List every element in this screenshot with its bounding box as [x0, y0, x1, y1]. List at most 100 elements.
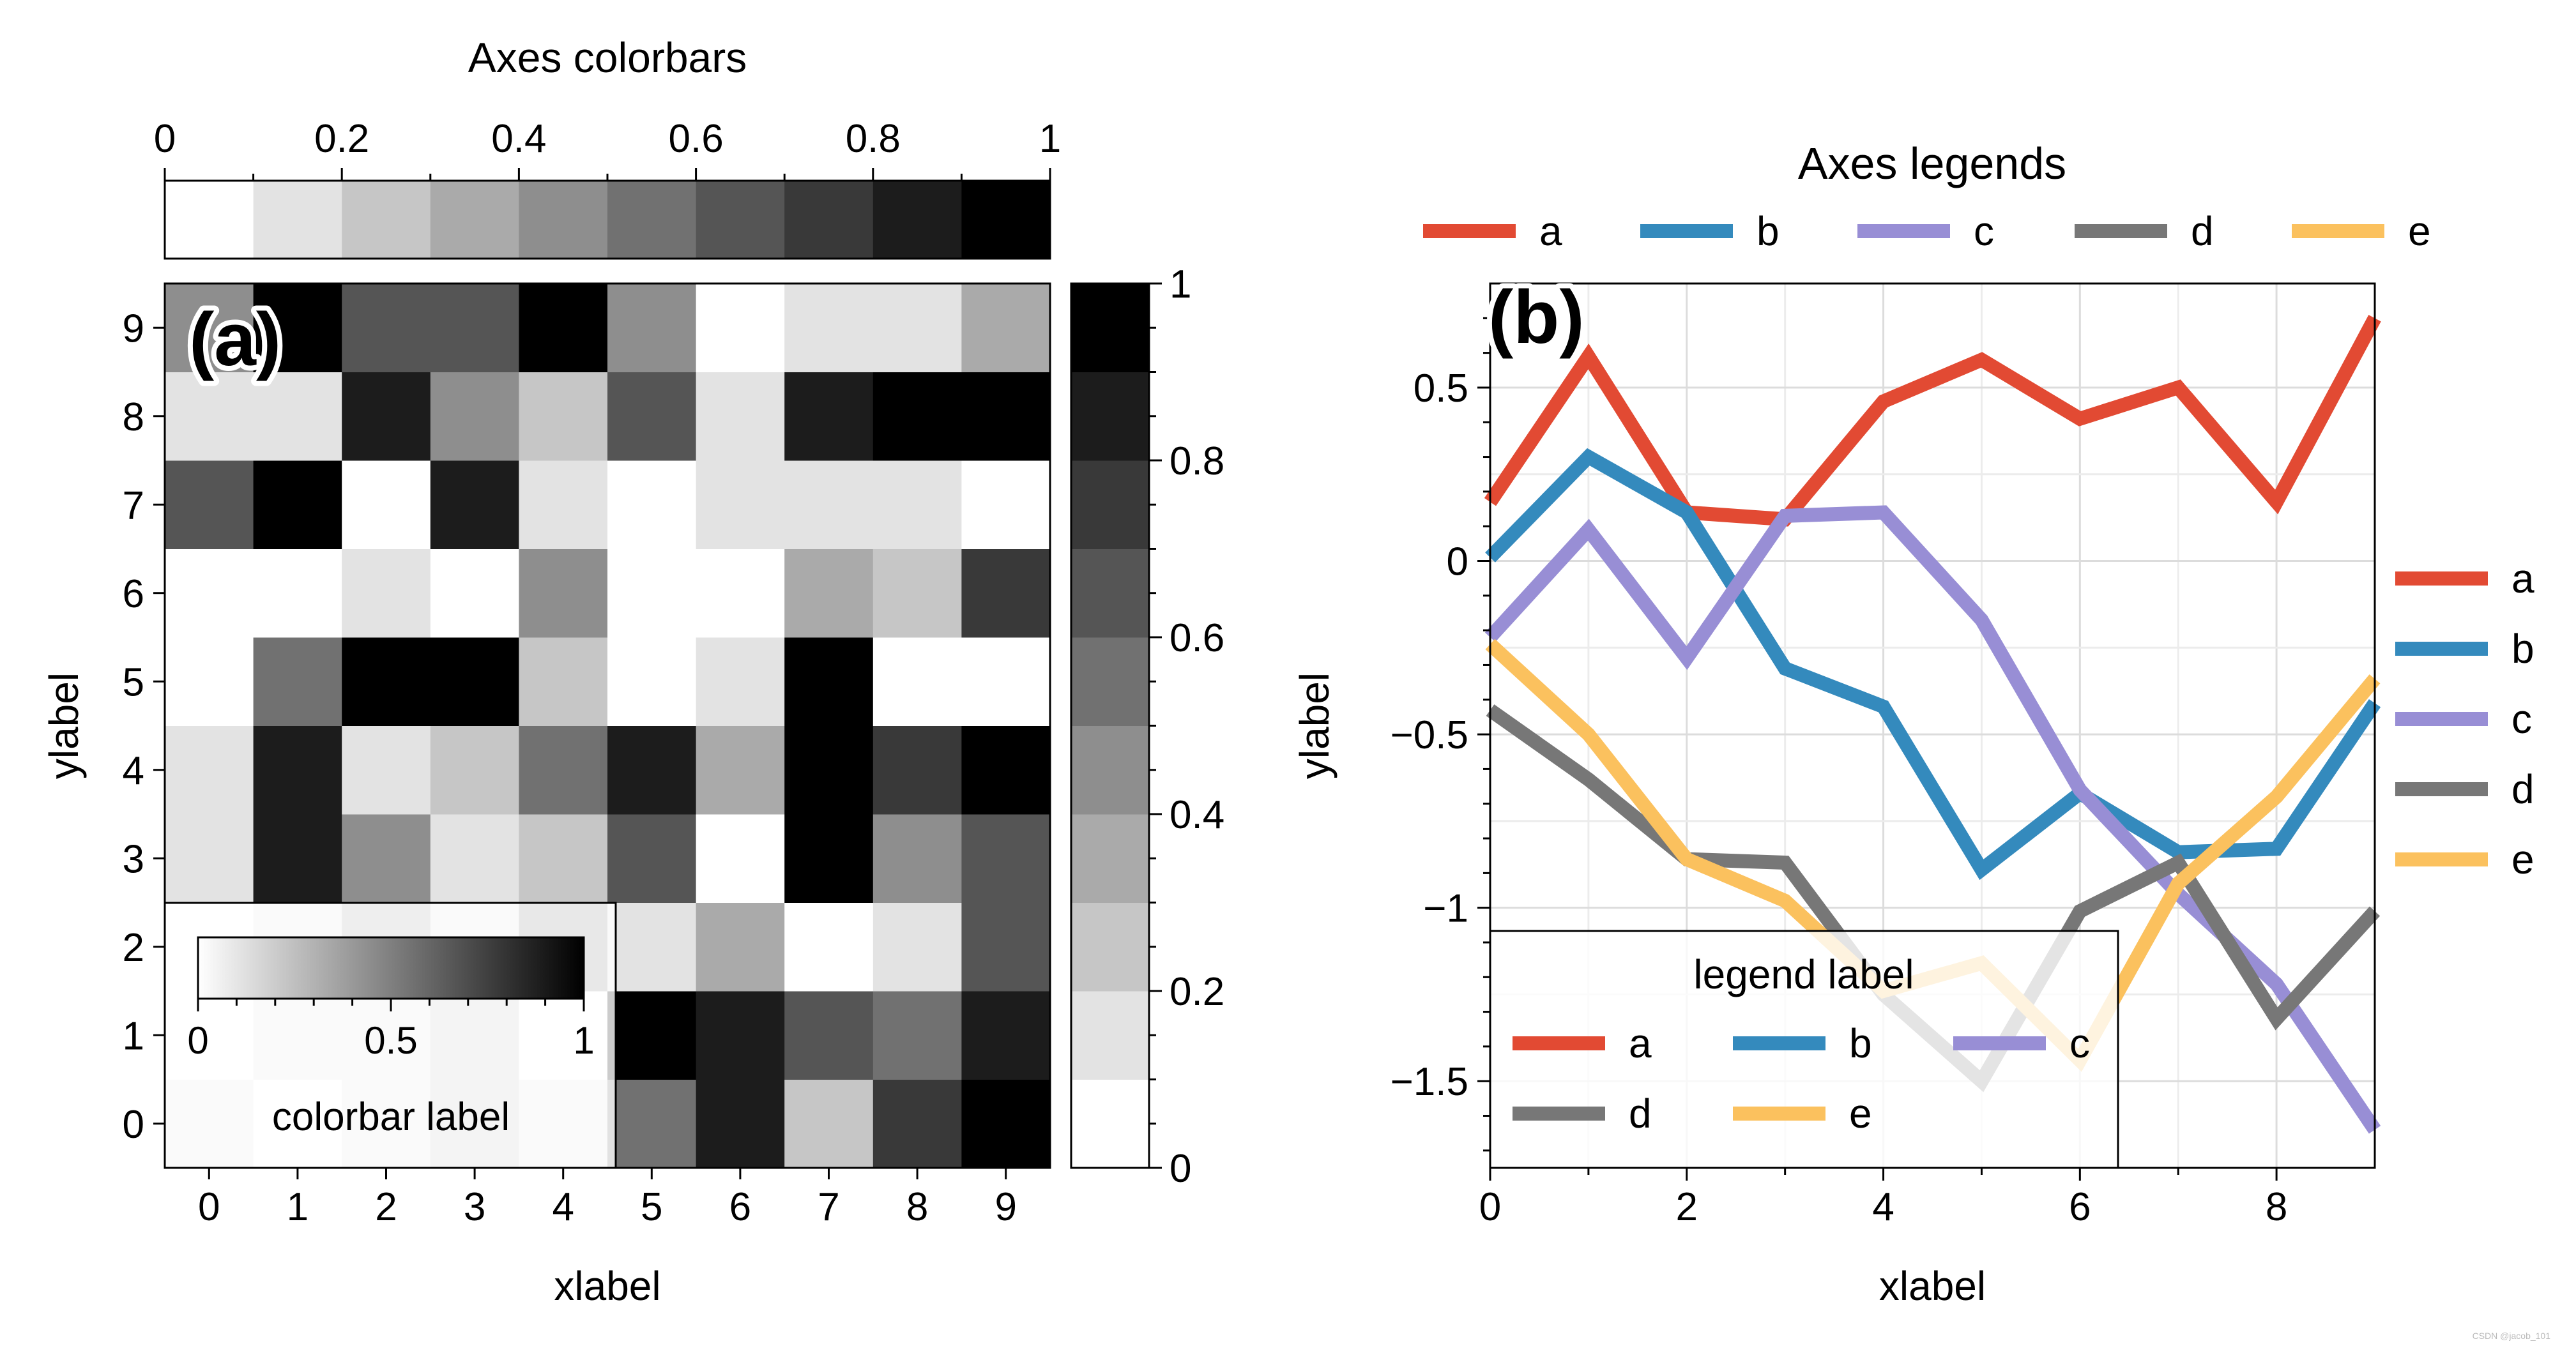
heatmap-cell: [607, 814, 697, 903]
heatmap-cell: [342, 637, 431, 726]
heatmap-cell: [784, 637, 874, 726]
right-colorbar-tick-label: 0.2: [1170, 970, 1224, 1014]
heatmap-cell: [253, 548, 342, 638]
inset-legend-label-e: e: [1849, 1091, 1872, 1137]
top-colorbar-segment: [696, 181, 785, 259]
heatmap-cell: [430, 637, 519, 726]
series-line-a: [1484, 315, 2381, 527]
heatmap-cell: [784, 1079, 874, 1168]
y-tick-label: 6: [123, 572, 144, 616]
heatmap-cell: [253, 284, 342, 372]
inset-colorbar-tick-label: 0: [187, 1019, 208, 1062]
y-tick-label: 2: [123, 926, 144, 970]
heatmap-cell: [873, 725, 962, 815]
series-line-b: [1485, 448, 2381, 881]
top-legend-label-a: a: [1539, 208, 1562, 254]
heatmap-cell: [430, 548, 519, 638]
top-colorbar-segment: [607, 181, 697, 259]
panel-label-b: (b): [1488, 275, 1585, 359]
right-colorbar-tick-label: 0: [1170, 1147, 1191, 1191]
x-tick-label: 7: [818, 1185, 839, 1229]
heatmap-cell: [696, 372, 785, 461]
heatmap-cell: [873, 814, 962, 903]
x-tick-label: 0: [1479, 1185, 1501, 1229]
heatmap-cell: [696, 548, 785, 638]
inset-colorbar-gradient: [197, 936, 585, 1000]
y-tick-label: 0.5: [1414, 367, 1468, 411]
right-colorbar-segment: [1071, 1079, 1149, 1168]
top-legend-label-c: c: [1974, 208, 1994, 254]
right-legend-label-e: e: [2511, 836, 2534, 882]
heatmap-cell: [873, 991, 962, 1080]
heatmap-cell: [165, 725, 254, 815]
watermark: CSDN @jacob_101: [2472, 1331, 2550, 1341]
top-colorbar-segment: [784, 181, 874, 259]
top-colorbar-tick-label: 0: [154, 117, 176, 161]
x-tick-label: 8: [906, 1185, 928, 1229]
inset-legend-label-c: c: [2069, 1020, 2090, 1066]
heatmap-cell: [607, 902, 697, 992]
heatmap-cell: [873, 372, 962, 461]
heatmap-cell: [165, 460, 254, 549]
heatmap-cell: [253, 637, 342, 726]
heatmap-cell: [961, 814, 1051, 903]
right-colorbar-segment: [1071, 460, 1149, 549]
heatmap-cell: [165, 284, 254, 372]
heatmap-cell: [873, 637, 962, 726]
y-tick-label: 1: [123, 1014, 144, 1058]
heatmap-cell: [873, 902, 962, 992]
heatmap-cell: [165, 637, 254, 726]
heatmap-cell: [696, 902, 785, 992]
inset-legend-title: legend label: [1693, 951, 1914, 997]
heatmap-cell: [784, 284, 874, 372]
top-legend-label-b: b: [1757, 208, 1780, 254]
heatmap-cell: [165, 548, 254, 638]
heatmap-cell: [873, 284, 962, 372]
x-tick-label: 5: [641, 1185, 662, 1229]
heatmap-cell: [784, 902, 874, 992]
top-colorbar-segment: [961, 181, 1051, 259]
y-tick-label: −1.5: [1391, 1060, 1468, 1104]
heatmap-cell: [253, 814, 342, 903]
heatmap-cell: [519, 725, 608, 815]
heatmap-cell: [784, 814, 874, 903]
top-legend-label-e: e: [2408, 208, 2431, 254]
right-legend-label-a: a: [2511, 556, 2534, 601]
heatmap-cell: [607, 372, 697, 461]
right-colorbar-tick-label: 0.4: [1170, 793, 1224, 837]
panel-b-line-chart: 0 2 4 6 8 0.5 0 −0.5 −1 −1.5 xlabel ylabel (b) Axes l…: [1292, 139, 2534, 1309]
y-tick-label: 5: [123, 660, 144, 704]
heatmap-cell: [784, 991, 874, 1080]
heatmap-cell: [961, 284, 1051, 372]
heatmap-cell: [607, 1079, 697, 1168]
heatmap-cell: [165, 814, 254, 903]
right-colorbar-segment: [1071, 991, 1149, 1080]
top-colorbar-segment: [165, 181, 254, 259]
top-colorbar-tick-label: 0.8: [846, 117, 901, 161]
right-colorbar-tick-label: 0.8: [1170, 439, 1224, 483]
y-tick-label: 7: [123, 483, 144, 527]
y-tick-label: 4: [123, 749, 144, 793]
heatmap-cell: [342, 372, 431, 461]
y-axis-label: ylabel: [41, 672, 87, 779]
inset-legend-label-b: b: [1849, 1020, 1872, 1066]
inset-colorbar-label: colorbar label: [272, 1095, 510, 1139]
x-tick-label: 4: [552, 1185, 574, 1229]
heatmap-cell: [784, 372, 874, 461]
y-tick-label: 0: [123, 1103, 144, 1147]
right-colorbar-tick-label: 1: [1170, 262, 1191, 306]
heatmap-cell: [253, 372, 342, 461]
heatmap-cell: [342, 460, 431, 549]
heatmap-cell: [784, 460, 874, 549]
top-colorbar-segment: [873, 181, 962, 259]
top-colorbar-tick-label: 0.2: [314, 117, 369, 161]
heatmap-cell: [607, 460, 697, 549]
x-axis-label: xlabel: [1879, 1263, 1986, 1309]
x-tick-label: 4: [1872, 1185, 1894, 1229]
right-colorbar-segment: [1071, 725, 1149, 815]
heatmap-cell: [961, 725, 1051, 815]
top-colorbar-segment: [430, 181, 519, 259]
heatmap-cell: [430, 814, 519, 903]
